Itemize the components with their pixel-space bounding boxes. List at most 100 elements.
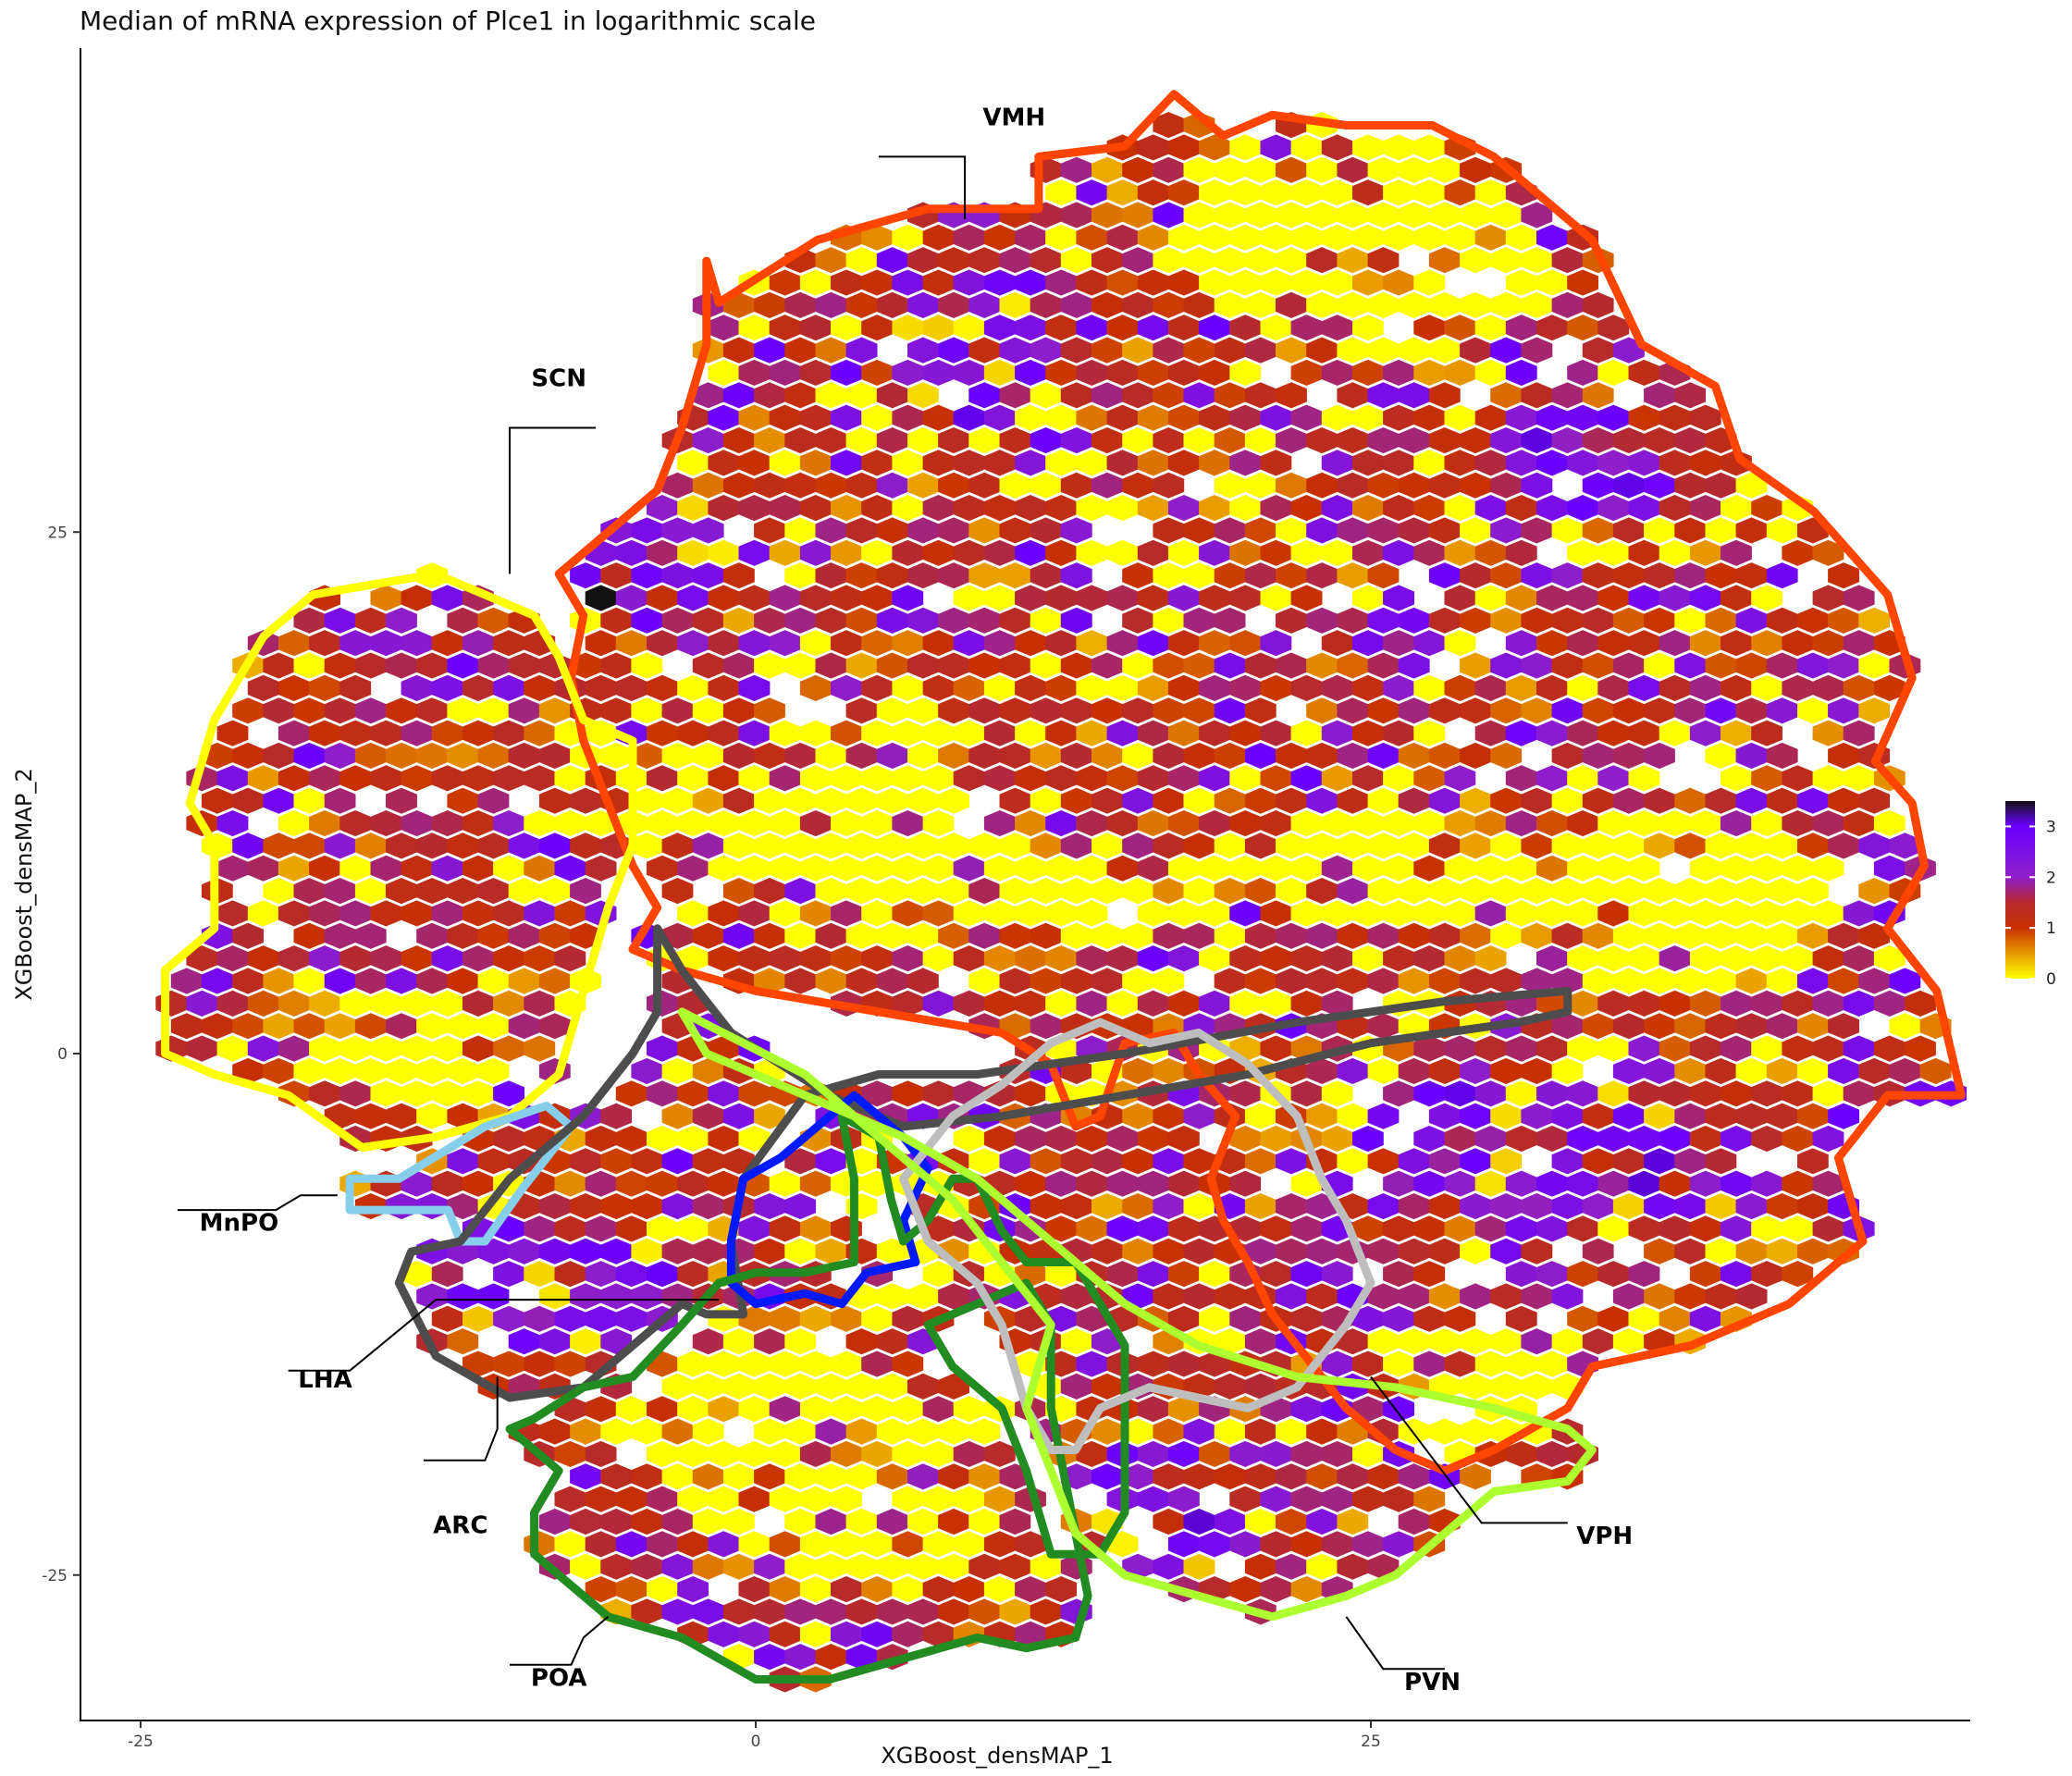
hex-cell	[1797, 878, 1829, 905]
hex-cell	[1444, 1125, 1476, 1153]
hex-cell	[1674, 1283, 1707, 1310]
hex-cell	[339, 810, 372, 837]
hex-cell	[1398, 1508, 1430, 1536]
hex-cell	[554, 900, 586, 927]
hex-cell	[1244, 1373, 1276, 1400]
hex-cell	[1720, 810, 1752, 837]
hex-cell	[1352, 945, 1384, 972]
hex-cell	[1628, 1215, 1660, 1242]
hex-cell	[769, 495, 801, 522]
hex-cell	[661, 1508, 694, 1536]
hex-cell	[1244, 832, 1276, 859]
hex-cell	[799, 269, 832, 296]
hex-cell	[1398, 742, 1430, 770]
hex-cell	[615, 1396, 648, 1423]
hex-cell	[1229, 539, 1262, 566]
hex-cell	[524, 1305, 556, 1332]
hex-cell	[1597, 495, 1630, 522]
hex-cell	[799, 765, 832, 792]
hex-cell	[861, 945, 894, 972]
hex-cell	[983, 404, 1016, 431]
hex-cell	[1045, 990, 1078, 1017]
hex-cell	[1597, 630, 1630, 657]
hex-cell	[1460, 1328, 1491, 1355]
hex-cell	[524, 990, 556, 1017]
hex-cell	[1153, 1193, 1185, 1220]
hex-cell	[754, 517, 785, 544]
hex-cell	[1628, 450, 1660, 476]
hex-cell	[1551, 1328, 1584, 1355]
region-contours	[161, 90, 1966, 1684]
hex-cell	[907, 652, 939, 679]
hex-cell	[1689, 810, 1721, 837]
hex-cell	[692, 697, 724, 724]
hex-cell	[1214, 1373, 1246, 1400]
hex-cell	[754, 1463, 785, 1490]
hex-cell	[247, 765, 279, 792]
hex-cell	[538, 1418, 571, 1445]
hex-cell	[1428, 427, 1461, 454]
hex-cell	[431, 1170, 463, 1197]
hex-cell	[1536, 1170, 1568, 1197]
hex-cell	[278, 945, 310, 972]
hex-cell	[1551, 878, 1584, 905]
hex-cell	[1306, 878, 1338, 905]
hex-cell	[708, 630, 740, 657]
hex-cell	[1413, 1125, 1446, 1153]
hex-cell	[1398, 1418, 1430, 1445]
hex-cell	[462, 1035, 494, 1062]
hex-cell	[1428, 291, 1461, 318]
hex-cell	[1460, 832, 1491, 859]
hex-cell	[892, 1621, 924, 1647]
hex-cell	[1321, 674, 1353, 701]
hex-cell	[1167, 1486, 1200, 1512]
hex-cell	[754, 1598, 785, 1625]
hex-cell	[708, 1350, 740, 1377]
hex-cell	[1735, 832, 1768, 859]
hex-cell	[1214, 382, 1246, 409]
hex-cell	[983, 810, 1016, 837]
hex-cell	[1536, 1080, 1568, 1107]
hex-cell	[600, 1238, 633, 1264]
hex-cell	[1060, 247, 1092, 274]
hex-cell	[1106, 585, 1139, 611]
hex-cell	[1828, 652, 1859, 679]
hex-cell	[815, 832, 847, 859]
hex-cell	[1276, 742, 1307, 770]
hex-cell	[1413, 450, 1446, 476]
hex-cell	[1720, 539, 1752, 566]
hex-cell	[1705, 1057, 1737, 1084]
hex-cell	[585, 1440, 617, 1467]
hex-cell	[647, 990, 678, 1017]
hex-cell	[784, 291, 817, 318]
hex-cell	[661, 1418, 694, 1445]
hex-cell	[1092, 382, 1123, 409]
hex-cell	[1183, 517, 1215, 544]
hex-cell	[815, 922, 847, 949]
hex-cell	[1153, 1463, 1185, 1490]
hex-cell	[1444, 585, 1476, 611]
hex-cell	[1398, 517, 1430, 544]
hex-cell	[1137, 1486, 1169, 1512]
hex-cell	[1628, 945, 1660, 972]
hex-cell	[1167, 269, 1200, 296]
hex-cell	[1474, 450, 1507, 476]
hex-cell	[1229, 1486, 1262, 1512]
hex-cell	[968, 562, 1001, 589]
hex-cell	[1782, 1261, 1814, 1288]
hex-cell	[1582, 697, 1614, 724]
hex-cell	[1337, 1508, 1369, 1536]
hex-cell	[631, 832, 663, 859]
hex-cell	[1106, 404, 1139, 431]
hex-cell	[769, 1396, 801, 1423]
hex-cell	[1521, 337, 1553, 364]
hex-cell	[845, 832, 878, 859]
hex-cell	[493, 1261, 524, 1288]
hex-cell	[892, 900, 924, 927]
hex-cell	[938, 517, 969, 544]
hex-cell	[216, 900, 249, 927]
hex-cell	[524, 1261, 556, 1288]
hex-cell	[799, 855, 832, 882]
hex-cell	[722, 1598, 755, 1625]
hex-cell	[1183, 291, 1215, 318]
